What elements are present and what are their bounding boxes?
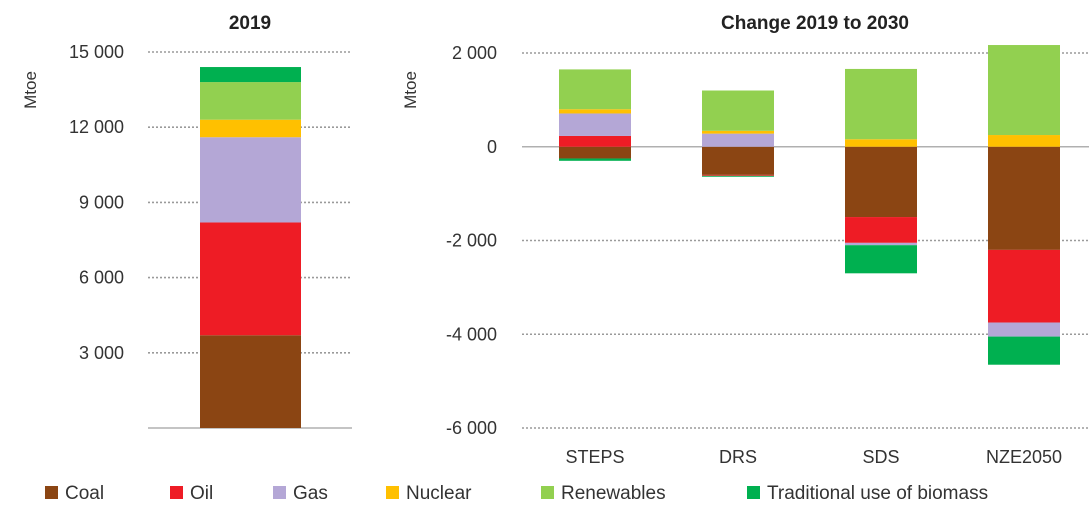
right-y-tick-label: -6 000 bbox=[446, 418, 497, 438]
bar-2019-nuclear bbox=[200, 119, 301, 138]
x-category-label: DRS bbox=[719, 447, 757, 467]
bar-2019-oil bbox=[200, 222, 301, 336]
left-chart-title: 2019 bbox=[229, 13, 271, 34]
right-y-axis-label: Mtoe bbox=[401, 71, 420, 109]
bar-drs-oil bbox=[702, 174, 774, 176]
bar-steps-oil bbox=[559, 135, 631, 147]
legend-label: Nuclear bbox=[406, 483, 472, 504]
bar-sds-coal bbox=[845, 146, 917, 218]
right-category-labels: STEPS DRS SDS NZE2050 bbox=[565, 447, 1062, 467]
x-category-label: STEPS bbox=[565, 447, 624, 467]
left-y-tick-label: 9 000 bbox=[79, 192, 124, 212]
bar-drs-traditional-use-of-biomass bbox=[702, 175, 774, 177]
bar-2019-coal bbox=[200, 335, 301, 428]
bar-drs-gas bbox=[702, 133, 774, 147]
legend-label: Oil bbox=[190, 483, 213, 504]
legend-swatch-nuclear bbox=[386, 486, 399, 499]
right-y-tick-label: -2 000 bbox=[446, 231, 497, 251]
bar-drs-renewables bbox=[702, 90, 774, 131]
legend-label: Renewables bbox=[561, 483, 666, 504]
right-chart-title: Change 2019 to 2030 bbox=[721, 13, 909, 34]
legend-swatch-oil bbox=[170, 486, 183, 499]
panel-change: Change 2019 to 2030 Mtoe -6 000 -4 000 -2 … bbox=[401, 13, 1089, 467]
bar-2019-traditional-use-of-biomass bbox=[200, 67, 301, 83]
bar-sds-nuclear bbox=[845, 139, 917, 147]
right-tick-labels: -6 000 -4 000 -2 000 0 2 000 bbox=[446, 43, 497, 438]
bar-nze2050-traditional-use-of-biomass bbox=[988, 336, 1060, 365]
left-y-tick-label: 12 000 bbox=[69, 117, 124, 137]
legend-label: Gas bbox=[293, 483, 328, 504]
left-y-tick-label: 15 000 bbox=[69, 42, 124, 62]
legend-swatch-coal bbox=[45, 486, 58, 499]
bar-steps-traditional-use-of-biomass bbox=[559, 158, 631, 161]
bar-nze2050-coal bbox=[988, 146, 1060, 250]
bar-nze2050-oil bbox=[988, 249, 1060, 323]
left-bars bbox=[200, 67, 301, 428]
right-y-tick-label: 0 bbox=[487, 137, 497, 157]
bar-steps-gas bbox=[559, 113, 631, 136]
right-bars bbox=[559, 45, 1060, 365]
bar-sds-traditional-use-of-biomass bbox=[845, 245, 917, 274]
x-category-label: NZE2050 bbox=[986, 447, 1062, 467]
legend-label: Traditional use of biomass bbox=[767, 483, 988, 504]
left-tick-labels: 3 000 6 000 9 000 12 000 15 000 bbox=[69, 42, 124, 363]
bar-drs-nuclear bbox=[702, 130, 774, 134]
bar-drs-coal bbox=[702, 146, 774, 175]
bar-sds-renewables bbox=[845, 68, 917, 140]
bar-2019-renewables bbox=[200, 82, 301, 120]
right-y-tick-label: 2 000 bbox=[452, 43, 497, 63]
bar-2019-gas bbox=[200, 137, 301, 223]
bar-steps-nuclear bbox=[559, 109, 631, 114]
right-y-tick-label: -4 000 bbox=[446, 324, 497, 344]
bar-nze2050-nuclear bbox=[988, 135, 1060, 147]
bar-sds-gas bbox=[845, 242, 917, 246]
bar-steps-renewables bbox=[559, 69, 631, 110]
bar-steps-coal bbox=[559, 146, 631, 159]
bar-nze2050-gas bbox=[988, 322, 1060, 337]
panel-2019: 2019 Mtoe 3 000 6 000 9 000 12 000 15 000 bbox=[21, 13, 352, 429]
left-y-tick-label: 3 000 bbox=[79, 343, 124, 363]
left-y-axis-label: Mtoe bbox=[21, 71, 40, 109]
bar-sds-oil bbox=[845, 217, 917, 243]
legend-swatch-traditional-use-of-biomass bbox=[747, 486, 760, 499]
legend-swatch-gas bbox=[273, 486, 286, 499]
left-y-tick-label: 6 000 bbox=[79, 268, 124, 288]
x-category-label: SDS bbox=[862, 447, 899, 467]
legend-label: Coal bbox=[65, 483, 104, 504]
legend: Coal Oil Gas Nuclear Renewables Traditional u… bbox=[45, 483, 988, 504]
legend-swatch-renewables bbox=[541, 486, 554, 499]
bar-nze2050-renewables bbox=[988, 45, 1060, 136]
